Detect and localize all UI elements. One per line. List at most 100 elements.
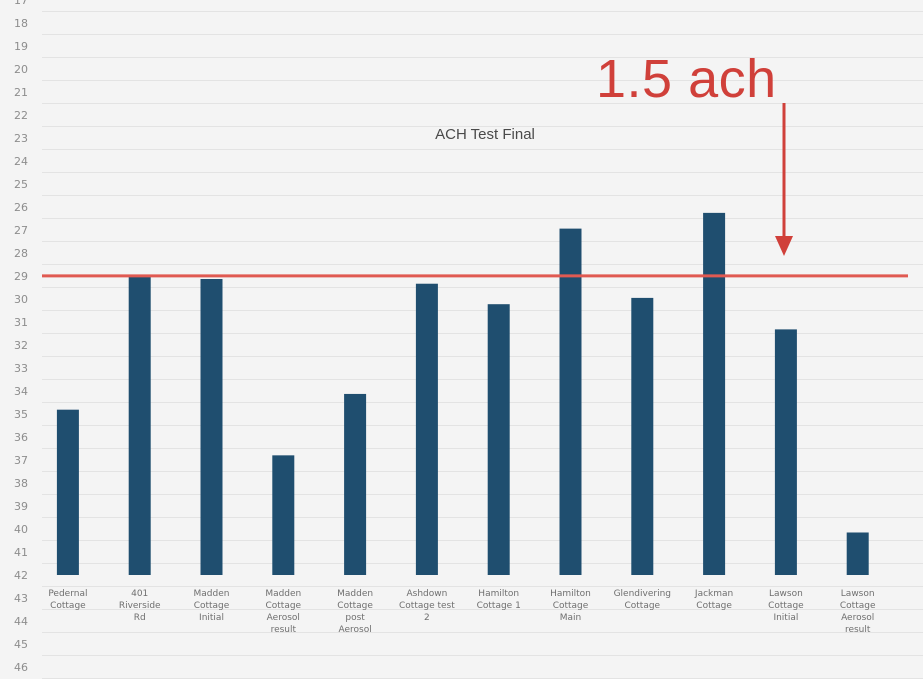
row-number: 19 [14, 40, 28, 53]
x-tick-label-line: Initial [773, 613, 798, 623]
x-tick-label-line: result [271, 625, 297, 635]
x-tick-label-line: Riverside [119, 601, 161, 611]
bar[interactable] [774, 329, 797, 575]
x-tick-label-line: Aerosol [841, 613, 874, 623]
bar[interactable] [272, 455, 295, 575]
bar[interactable] [846, 532, 869, 575]
row-number: 23 [14, 132, 28, 145]
x-tick-label-line: result [845, 625, 871, 635]
grid-line [42, 655, 923, 656]
bar[interactable] [559, 228, 582, 576]
grid-line [42, 563, 923, 564]
grid-line [42, 172, 923, 173]
grid-line [42, 494, 923, 495]
grid-line [42, 11, 923, 12]
grid-line [42, 241, 923, 242]
x-tick-label-line: Aerosol [338, 625, 371, 635]
x-tick-label: Madden Cottage Initial [194, 589, 230, 623]
grid-line [42, 540, 923, 541]
x-tick-label-line: Cottage [265, 601, 301, 611]
x-tick-label-line: Cottage [624, 601, 660, 611]
x-tick-label-line: Pedernal [48, 589, 87, 599]
bar[interactable] [128, 275, 151, 575]
grid-line [42, 356, 923, 357]
x-tick-label-line: Lawson [769, 589, 803, 599]
row-number: 41 [14, 546, 28, 559]
x-tick-label: Ashdown Cottage test 2 [399, 589, 455, 623]
grid-line [42, 149, 923, 150]
grid-line [42, 425, 923, 426]
row-number: 21 [14, 86, 28, 99]
chart-title: ACH Test Final [435, 126, 535, 143]
x-tick-label-line: Cottage [696, 601, 732, 611]
annotation-arrow-layer [775, 103, 793, 256]
row-number: 37 [14, 454, 28, 467]
grid-line [42, 586, 923, 587]
bar[interactable] [487, 304, 510, 575]
x-tick-label-line: Aerosol [267, 613, 300, 623]
row-number: 26 [14, 201, 28, 214]
x-tick-label: Madden Cottage Aerosol result [265, 589, 301, 635]
annotation-label: 1.5 ach [596, 49, 777, 109]
row-number: 32 [14, 339, 28, 352]
row-number: 27 [14, 224, 28, 237]
row-number: 31 [14, 316, 28, 329]
row-number: 30 [14, 293, 28, 306]
grid-line [42, 34, 923, 35]
grid-line [42, 448, 923, 449]
bar[interactable] [631, 297, 654, 575]
x-tick-label-line: Glendivering [614, 589, 671, 599]
x-tick-label-line: post [345, 613, 365, 623]
bar[interactable] [56, 409, 79, 575]
x-tick-label: Pedernal Cottage [48, 589, 87, 611]
bar[interactable] [344, 393, 367, 575]
grid-line [42, 379, 923, 380]
row-number: 44 [14, 615, 28, 628]
x-tick-label-line: Cottage [768, 601, 804, 611]
grid-line [42, 57, 923, 58]
x-axis-labels: Pedernal Cottage 401 Riverside Rd Madden Cotta… [48, 589, 876, 635]
grid-line [42, 218, 923, 219]
row-number: 34 [14, 385, 28, 398]
row-number: 24 [14, 155, 28, 168]
row-number: 17 [14, 0, 28, 7]
x-tick-label: Jackman Cottage [694, 589, 733, 611]
row-number: 40 [14, 523, 28, 536]
grid-line [42, 310, 923, 311]
grid-line [42, 471, 923, 472]
x-tick-label-line: 2 [424, 613, 430, 623]
x-tick-label-line: Cottage [553, 601, 589, 611]
x-tick-label-line: Madden [265, 589, 301, 599]
x-tick-label-line: Ashdown [406, 589, 447, 599]
row-number: 36 [14, 431, 28, 444]
bar[interactable] [703, 212, 726, 575]
grid-line [42, 287, 923, 288]
x-tick-label-line: Main [560, 613, 582, 623]
x-tick-label-line: Hamilton [550, 589, 591, 599]
grid-line [42, 80, 923, 81]
bar[interactable] [200, 279, 223, 575]
x-tick-label: Hamilton Cottage Main [550, 589, 591, 623]
bar[interactable] [415, 283, 438, 575]
row-number: 22 [14, 109, 28, 122]
row-number: 35 [14, 408, 28, 421]
row-number: 29 [14, 270, 28, 283]
x-tick-label-line: Cottage [840, 601, 876, 611]
x-tick-label: 401 Riverside Rd [119, 589, 161, 623]
row-number: 20 [14, 63, 28, 76]
x-tick-label-line: Jackman [694, 589, 733, 599]
row-number: 33 [14, 362, 28, 375]
x-tick-label-line: Cottage [337, 601, 373, 611]
x-tick-label: Lawson Cottage Initial [768, 589, 804, 623]
x-tick-label-line: Cottage [194, 601, 230, 611]
x-tick-label-line: 401 [131, 589, 148, 599]
grid-line [42, 126, 923, 127]
x-tick-label-line: Initial [199, 613, 224, 623]
x-tick-label-line: Madden [194, 589, 230, 599]
x-tick-label: Madden Cottage post Aerosol [337, 589, 373, 635]
x-tick-label: Glendivering Cottage [614, 589, 671, 611]
row-number: 25 [14, 178, 28, 191]
grid-line [42, 517, 923, 518]
